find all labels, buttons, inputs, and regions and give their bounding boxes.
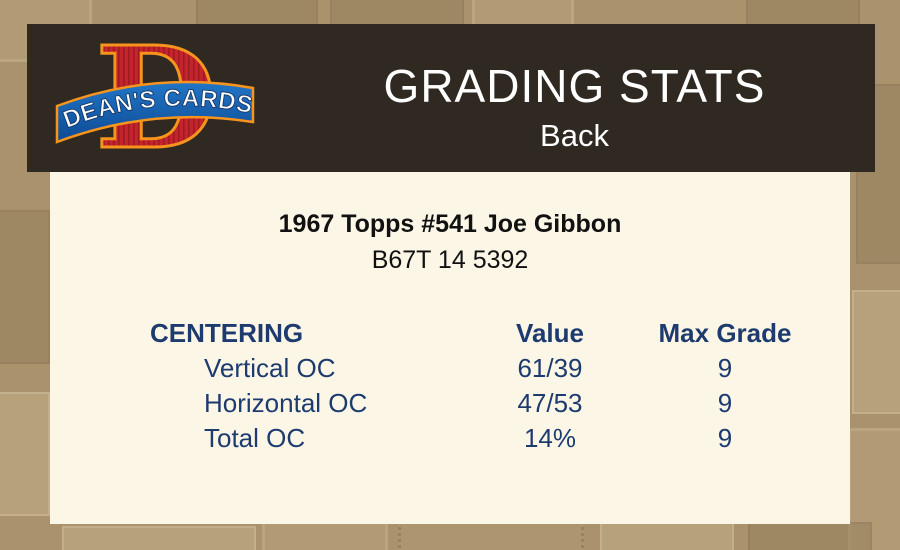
row-label: Vertical OC xyxy=(204,353,336,383)
background-card xyxy=(62,526,256,550)
card-title: 1967 Topps #541 Joe Gibbon xyxy=(278,210,622,238)
background-card xyxy=(0,210,50,364)
deans-cards-logo[interactable]: D DEAN'S CARDS xyxy=(53,30,258,168)
card-side-subtitle: Back xyxy=(540,118,609,153)
row-label: Horizontal OC xyxy=(204,388,368,418)
row-value: 61/39 xyxy=(517,353,583,383)
header-banner: D DEAN'S CARDS GRADING STATS Back xyxy=(27,24,875,172)
page-title: GRADING STATS xyxy=(383,60,766,112)
logo-ribbon xyxy=(55,80,255,144)
row-label: Total OC xyxy=(204,423,306,453)
column-header-centering: CENTERING xyxy=(150,318,304,348)
grading-stats-table: CENTERING Value Max Grade Vertical OC 61… xyxy=(150,316,800,456)
table-row: Horizontal OC 47/53 9 xyxy=(150,386,800,421)
background-card xyxy=(852,290,900,414)
deans-cards-logo-graphic: D DEAN'S CARDS xyxy=(55,30,255,168)
row-max-grade: 9 xyxy=(717,423,733,453)
column-header-value: Value xyxy=(516,318,584,348)
row-max-grade: 9 xyxy=(717,388,733,418)
row-value: 14% xyxy=(523,423,577,453)
table-header-row: CENTERING Value Max Grade xyxy=(150,316,800,351)
column-header-max-grade: Max Grade xyxy=(658,318,792,348)
background-card xyxy=(600,520,734,550)
row-value: 47/53 xyxy=(517,388,583,418)
background-card xyxy=(0,392,50,516)
row-max-grade: 9 xyxy=(717,353,733,383)
card-serial-code: B67T 14 5392 xyxy=(371,246,529,274)
background-card xyxy=(748,522,872,550)
header-titles: GRADING STATS Back xyxy=(258,24,875,153)
table-row: Total OC 14% 9 xyxy=(150,421,800,456)
table-row: Vertical OC 61/39 9 xyxy=(150,351,800,386)
content-panel: 1967 Topps #541 Joe Gibbon B67T 14 5392 … xyxy=(50,172,850,524)
